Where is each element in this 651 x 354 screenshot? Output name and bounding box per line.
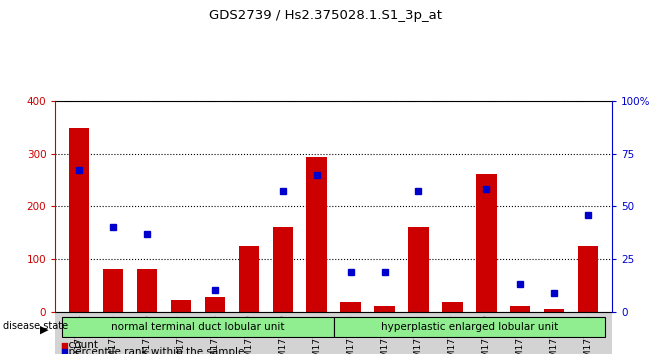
Bar [442,302,463,312]
Bar [137,269,157,312]
Bar [408,227,428,312]
Bar [204,297,225,312]
Text: ▶: ▶ [40,325,49,335]
Text: percentile rank within the sample: percentile rank within the sample [62,347,244,354]
Text: normal terminal duct lobular unit: normal terminal duct lobular unit [111,322,284,332]
Bar [239,246,259,312]
Bar [510,306,531,312]
Bar [69,128,89,312]
Bar [340,302,361,312]
Text: hyperplastic enlarged lobular unit: hyperplastic enlarged lobular unit [381,322,558,332]
Bar [307,157,327,312]
Bar [374,306,395,312]
Text: disease state: disease state [3,321,68,331]
Bar [273,227,293,312]
Text: GDS2739 / Hs2.375028.1.S1_3p_at: GDS2739 / Hs2.375028.1.S1_3p_at [209,9,442,22]
Bar [171,300,191,312]
Bar [476,173,497,312]
Bar [578,246,598,312]
Text: ■: ■ [61,341,68,350]
Bar [333,317,605,337]
Bar [103,269,123,312]
Text: ■: ■ [61,347,68,354]
Bar [62,317,333,337]
Bar [544,309,564,312]
Text: count: count [62,340,98,350]
